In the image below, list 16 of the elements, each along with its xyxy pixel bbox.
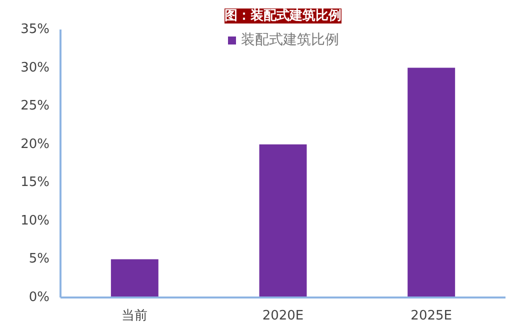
chart-title: 图：装配式建筑比例 [224,8,342,24]
y-tick-label: 10% [20,213,50,228]
y-tick-label: 30% [20,60,50,76]
bar [110,259,158,298]
y-tick-label: 0% [28,290,50,305]
y-tick-label: 20% [20,136,50,152]
legend-label: 装配式建筑比例 [241,31,339,49]
x-tick-label: 2020E [262,308,304,324]
y-tick-label: 5% [28,252,50,267]
y-tick-label: 25% [20,98,50,114]
x-tick-label: 当前 [122,308,148,324]
bar [408,68,456,298]
y-tick-label: 15% [20,175,50,190]
y-tick-label: 35% [20,22,50,37]
bar [259,144,307,298]
x-tick-label: 2025E [410,308,452,324]
